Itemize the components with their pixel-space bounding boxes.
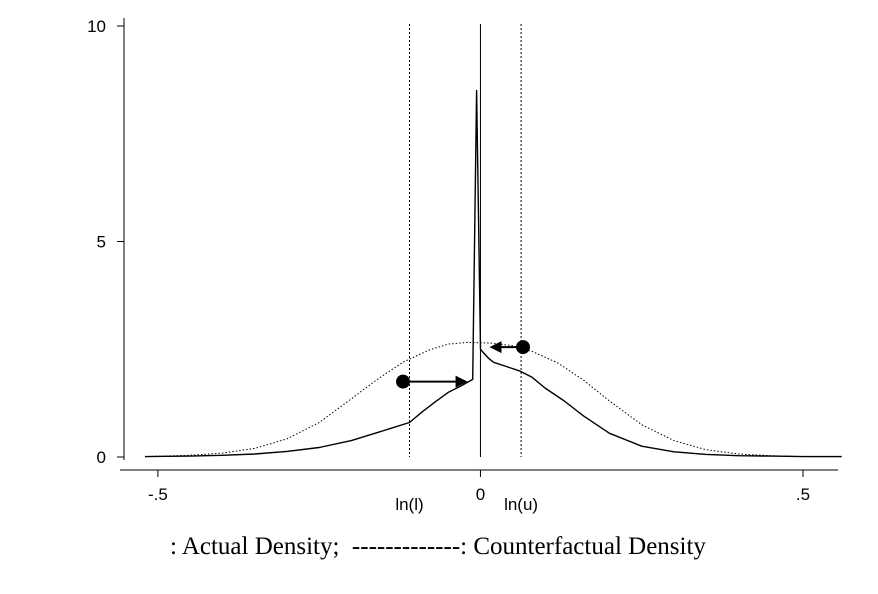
y-tick-label: 5 xyxy=(97,233,106,252)
annotation-arrow-head xyxy=(489,341,502,354)
legend-caption: : Actual Density; -------------: Counter… xyxy=(0,533,878,561)
marker-label: ln(l) xyxy=(395,495,423,514)
annotation-arrow-head xyxy=(455,375,468,388)
x-tick-label: .5 xyxy=(796,485,810,504)
y-tick-label: 10 xyxy=(87,17,106,36)
marker-label: ln(u) xyxy=(504,495,538,514)
axes: 0 5 10 -.5 0 .5 xyxy=(87,17,838,504)
x-tick-label: -.5 xyxy=(148,485,168,504)
actual-density-line xyxy=(144,89,842,458)
series-layer xyxy=(144,89,842,458)
x-tick-label: 0 xyxy=(476,485,485,504)
vertical-markers: ln(l) ln(u) xyxy=(395,24,538,514)
density-chart: 0 5 10 -.5 0 .5 ln(l) ln(u) xyxy=(87,17,842,514)
annotations xyxy=(396,340,531,389)
counterfactual-density-line xyxy=(144,341,842,458)
legend-actual-line xyxy=(0,533,170,560)
legend-counterfactual-label: -------------: Counterfactual Density xyxy=(351,533,706,560)
y-tick-label: 0 xyxy=(97,448,106,467)
legend-actual-label: : Actual Density; xyxy=(170,533,340,560)
